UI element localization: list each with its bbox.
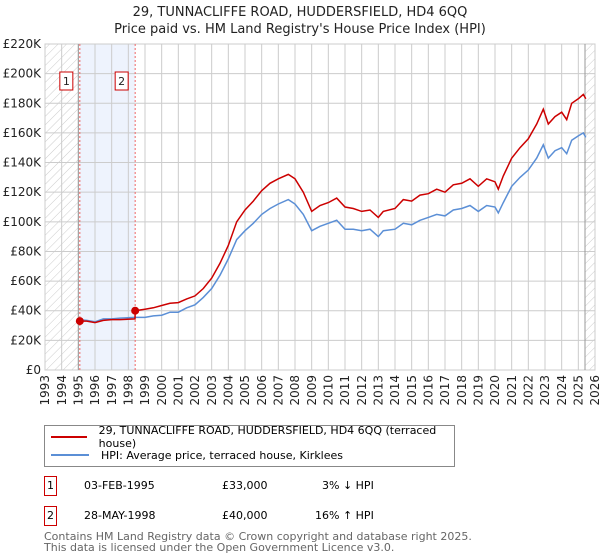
x-tick-label: 2020 — [488, 375, 502, 406]
legend-swatch-blue — [51, 454, 89, 456]
x-tick-label: 2012 — [355, 375, 369, 406]
x-tick-label: 1999 — [138, 375, 152, 406]
y-tick-label: £120K — [3, 185, 43, 199]
x-tick-label: 2003 — [205, 375, 219, 406]
x-tick-label: 2010 — [322, 375, 336, 406]
y-tick-label: £220K — [3, 37, 43, 51]
shaded-ownership-band — [79, 44, 136, 370]
chart-title: 29, TUNNACLIFFE ROAD, HUDDERSFIELD, HD4 … — [0, 4, 600, 38]
x-tick-label: 1998 — [122, 375, 136, 406]
sale-marker-label: 1 — [63, 75, 70, 88]
x-tick-label: 2004 — [222, 375, 236, 406]
hatched-region-after — [585, 44, 595, 370]
x-tick-label: 2023 — [538, 375, 552, 406]
series-line-hpi — [78, 131, 587, 323]
legend-item-property: 29, TUNNACLIFFE ROAD, HUDDERSFIELD, HD4 … — [51, 424, 454, 450]
legend-item-hpi: HPI: Average price, terraced house, Kirk… — [51, 447, 343, 463]
plot-border — [44, 43, 596, 371]
sale-marker-box — [114, 71, 129, 91]
legend-swatch-red — [51, 436, 87, 438]
x-tick-label: 2015 — [405, 375, 419, 406]
legend-label-hpi: HPI: Average price, terraced house, Kirk… — [101, 448, 344, 462]
x-tick-label: 1996 — [88, 375, 102, 406]
transaction-price: £33,000 — [222, 479, 268, 492]
x-tick-label: 2008 — [288, 375, 302, 406]
x-tick-label: 2006 — [255, 375, 269, 406]
x-tick-label: 2000 — [155, 375, 169, 406]
y-tick-label: £200K — [3, 67, 43, 81]
y-tick-label: £20K — [10, 333, 42, 347]
footer: Contains HM Land Registry data © Crown c… — [44, 531, 472, 553]
title-line-2: Price paid vs. HM Land Registry's House … — [114, 22, 486, 37]
x-tick-label: 2022 — [522, 375, 536, 406]
legend: 29, TUNNACLIFFE ROAD, HUDDERSFIELD, HD4 … — [44, 424, 455, 467]
footer-line-1: Contains HM Land Registry data © Crown c… — [44, 530, 472, 543]
y-tick-label: £100K — [3, 215, 43, 229]
x-tick-label: 2021 — [505, 375, 519, 406]
x-tick-label: 2011 — [338, 375, 352, 406]
series-line-property — [79, 93, 587, 324]
transaction-date: 28-MAY-1998 — [84, 509, 156, 522]
transaction-marker: 1 — [44, 476, 57, 496]
x-tick-label: 2009 — [305, 375, 319, 406]
x-tick-label: 2005 — [238, 375, 252, 406]
x-tick-label: 2026 — [588, 375, 600, 406]
x-tick-label: 2014 — [388, 375, 402, 406]
legend-label-property: 29, TUNNACLIFFE ROAD, HUDDERSFIELD, HD4 … — [98, 424, 437, 450]
transaction-price: £40,000 — [222, 509, 268, 522]
x-tick-label: 2016 — [422, 375, 436, 406]
sale-point — [131, 306, 140, 315]
x-tick-label: 2017 — [438, 375, 452, 406]
y-tick-label: £180K — [3, 96, 43, 110]
x-tick-label: 1993 — [38, 375, 52, 406]
price-chart: 1993 1994 1995 1996 1997 1998 1999 2000 2001 2002… — [3, 37, 600, 406]
sale-marker-label: 2 — [118, 75, 125, 88]
x-tick-label: 2025 — [572, 375, 586, 406]
sale-point — [75, 317, 84, 326]
y-tick-label: £0 — [26, 363, 41, 377]
x-tick-label: 2007 — [272, 375, 286, 406]
y-tick-label: £160K — [3, 126, 43, 140]
sale-marker-box — [59, 71, 74, 91]
transaction-hpi: 16% ↑ HPI — [315, 509, 374, 522]
transaction-marker: 2 — [44, 506, 57, 526]
x-tick-label: 2002 — [188, 375, 202, 406]
x-tick-label: 2024 — [555, 375, 569, 406]
x-tick-label: 1997 — [105, 375, 119, 406]
y-tick-label: £80K — [10, 244, 42, 258]
y-tick-label: £140K — [3, 156, 43, 170]
x-tick-label: 2001 — [172, 375, 186, 406]
footer-line-2: This data is licensed under the Open Gov… — [44, 541, 395, 554]
y-tick-label: £60K — [10, 274, 42, 288]
transaction-hpi: 3% ↓ HPI — [322, 479, 374, 492]
y-tick-label: £40K — [10, 304, 42, 318]
x-tick-label: 2013 — [372, 375, 386, 406]
transaction-date: 03-FEB-1995 — [84, 479, 155, 492]
x-tick-label: 1994 — [55, 375, 69, 406]
x-tick-label: 1995 — [72, 375, 86, 406]
x-tick-label: 2019 — [472, 375, 486, 406]
x-tick-label: 2018 — [455, 375, 469, 406]
title-line-1: 29, TUNNACLIFFE ROAD, HUDDERSFIELD, HD4 … — [132, 5, 468, 20]
